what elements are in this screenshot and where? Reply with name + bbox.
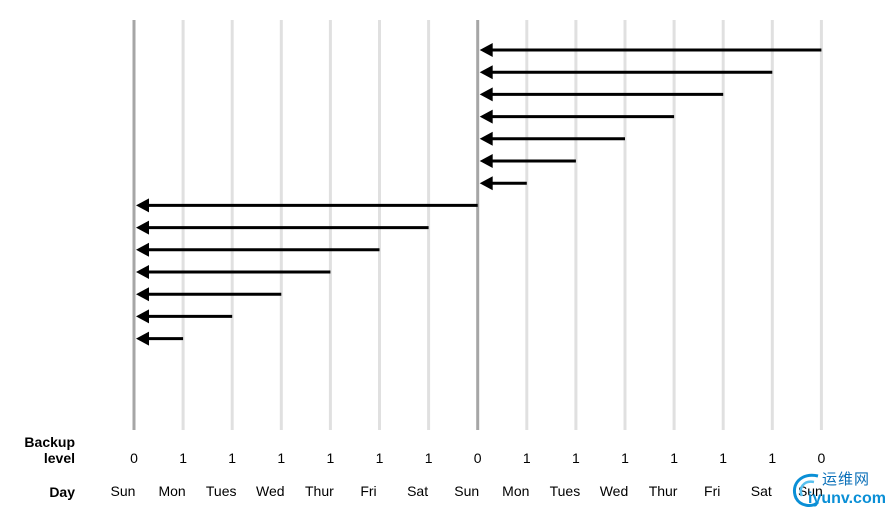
day-label: Fri <box>704 483 720 499</box>
backup-level-label-line1: Backup <box>24 434 75 450</box>
dependency-arrow <box>136 242 380 257</box>
dependency-arrow <box>479 65 773 80</box>
backup-level-label-line2: level <box>44 450 75 466</box>
day-label: Mon <box>158 483 185 499</box>
dependency-arrow <box>136 331 184 346</box>
watermark: 运维网 iyunv.com <box>788 466 886 514</box>
day-label: Wed <box>600 483 629 499</box>
backup-level-value: 1 <box>523 450 531 466</box>
swirl-logo-icon <box>793 473 820 507</box>
dependency-arrow <box>136 198 478 213</box>
backup-level-value: 0 <box>474 450 482 466</box>
backup-level-value: 1 <box>376 450 384 466</box>
backup-level-value: 0 <box>818 450 826 466</box>
dependency-arrow <box>479 109 675 124</box>
dependency-arrow <box>479 87 724 102</box>
dependency-arrow <box>136 309 233 324</box>
backup-level-row: 0 1 1 1 1 1 1 0 1 1 1 1 1 1 0 <box>130 450 825 466</box>
backup-level-value: 1 <box>572 450 580 466</box>
watermark-chinese-text: 运维网 <box>822 470 871 488</box>
day-label: Mon <box>502 483 529 499</box>
backup-level-value: 1 <box>621 450 629 466</box>
watermark-url-text: iyunv.com <box>808 490 886 507</box>
dependency-arrow <box>479 176 527 191</box>
day-label: Tues <box>550 483 581 499</box>
backup-level-value: 0 <box>130 450 138 466</box>
day-label: Thur <box>649 483 678 499</box>
dependency-arrow <box>479 131 625 146</box>
dependency-arrows <box>136 43 822 346</box>
backup-level-value: 1 <box>179 450 187 466</box>
day-label: Sun <box>111 483 136 499</box>
day-label: Fri <box>360 483 376 499</box>
dependency-arrow <box>136 220 429 235</box>
dependency-arrow <box>479 43 822 57</box>
backup-level-value: 1 <box>425 450 433 466</box>
day-label: Thur <box>305 483 334 499</box>
day-label: Sat <box>751 483 772 499</box>
backup-level-value: 1 <box>768 450 776 466</box>
backup-level-value: 1 <box>670 450 678 466</box>
day-label: Sun <box>454 483 479 499</box>
backup-level-value: 1 <box>327 450 335 466</box>
backup-level-value: 1 <box>719 450 727 466</box>
backup-level-value: 1 <box>228 450 236 466</box>
day-label: Sat <box>407 483 428 499</box>
day-row: Sun Mon Tues Wed Thur Fri Sat Sun Mon Tues Wed Thur… <box>111 483 823 499</box>
day-label: Tues <box>206 483 237 499</box>
day-gridlines <box>132 20 823 430</box>
dependency-arrow <box>479 154 576 168</box>
day-label: Sun <box>798 483 823 499</box>
dependency-arrow <box>136 287 282 302</box>
day-row-label: Day <box>49 484 75 500</box>
backup-level-value: 1 <box>277 450 285 466</box>
dependency-arrow <box>136 265 331 279</box>
day-label: Wed <box>256 483 285 499</box>
